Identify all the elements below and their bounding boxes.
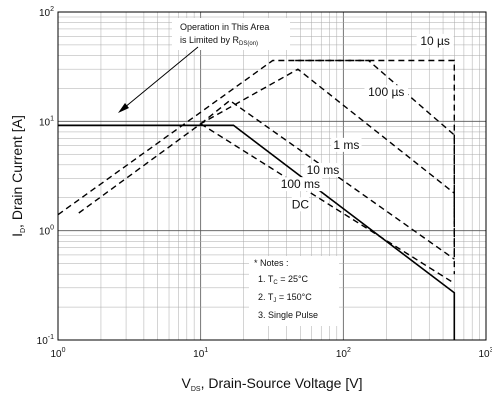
annotation-arrow xyxy=(123,46,199,109)
y-tick-label: 10-1 xyxy=(37,334,54,347)
annotation-box xyxy=(172,18,290,50)
y-tick-label: 101 xyxy=(39,115,54,128)
annotation-line-1: Operation in This Area xyxy=(180,22,269,32)
curve-10-ms xyxy=(200,99,455,260)
x-tick-label: 101 xyxy=(193,347,208,360)
curve-label-10-ms: 10 ms xyxy=(307,163,340,177)
curve-label-bg xyxy=(364,85,409,100)
curve-label-dc: DC xyxy=(292,197,310,211)
curves xyxy=(57,59,456,340)
note-1: 1. TC = 25°C xyxy=(258,274,309,286)
curve-10-s xyxy=(57,59,455,219)
y-tick-label: 102 xyxy=(39,6,54,19)
curve-label-bg xyxy=(416,33,454,48)
x-axis-title: VDS, Drain-Source Voltage [V] xyxy=(182,375,363,393)
notes-title: * Notes : xyxy=(254,258,289,268)
curve-dc xyxy=(58,124,456,340)
curve-label-10-s: 10 µs xyxy=(420,34,450,48)
rdson-annotation: Operation in This Area is Limited by RDS… xyxy=(118,18,290,113)
y-tick-label: 100 xyxy=(39,225,54,238)
y-axis-title: ID, Drain Current [A] xyxy=(9,115,27,237)
x-tick-label: 102 xyxy=(336,347,351,360)
curve-label-bg xyxy=(278,177,323,192)
curve-label-100-s: 100 µs xyxy=(368,85,404,99)
curve-label-bg xyxy=(291,197,309,212)
x-tick-label: 100 xyxy=(50,347,65,360)
curve-label-bg xyxy=(331,137,362,152)
notes-box: * Notes : 1. TC = 25°C 2. TJ = 150°C 3. … xyxy=(249,256,339,326)
curve-label-100-ms: 100 ms xyxy=(281,177,320,191)
curve-1-ms xyxy=(78,68,455,275)
curve-label-bg xyxy=(304,162,342,177)
plot-frame xyxy=(57,11,487,341)
curve-100-s xyxy=(295,59,455,255)
note-3: 3. Single Pulse xyxy=(258,310,318,320)
annotation-arrowhead xyxy=(118,103,129,113)
notes-background xyxy=(249,256,339,326)
x-tick-label: 103 xyxy=(478,347,492,360)
note-2: 2. TJ = 150°C xyxy=(258,292,312,304)
annotation-line-2: is Limited by RDS(on) xyxy=(180,35,258,47)
curve-label-1-ms: 1 ms xyxy=(333,138,359,152)
